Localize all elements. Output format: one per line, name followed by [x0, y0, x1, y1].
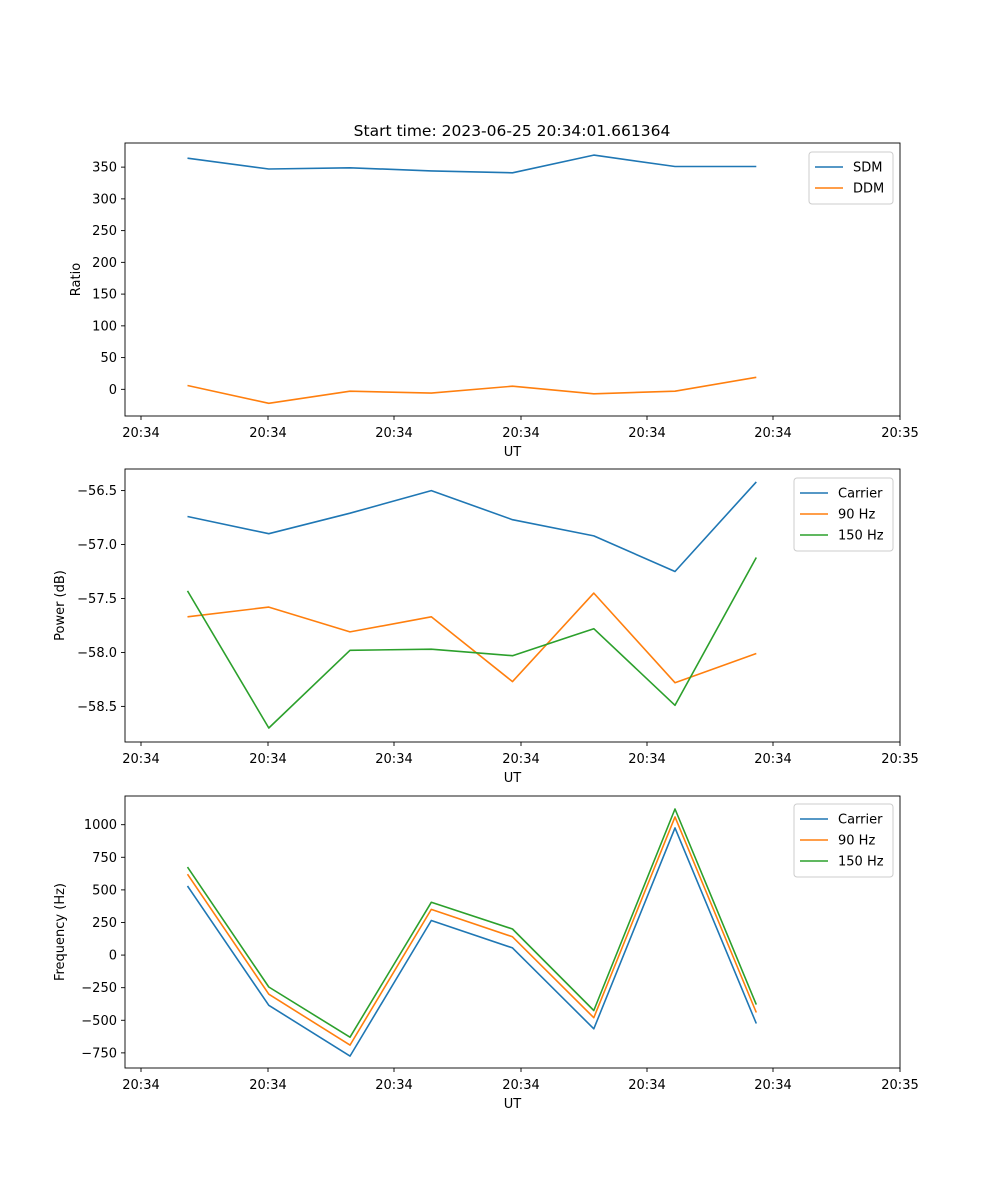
y-tick-label: 250 — [92, 916, 117, 931]
axes-frame — [124, 142, 901, 417]
x-tick-label: 20:34 — [628, 752, 665, 767]
series-line-ddm — [187, 376, 757, 405]
x-axis-label: UT — [504, 445, 522, 460]
y-tick-label: 100 — [92, 319, 117, 334]
x-tick-label: 20:34 — [122, 752, 159, 767]
series-line-carrier — [187, 481, 757, 573]
x-tick-label: 20:34 — [754, 752, 791, 767]
legend-label: 90 Hz — [838, 834, 875, 849]
x-tick-label: 20:34 — [628, 426, 665, 441]
y-tick-label: −500 — [81, 1014, 117, 1029]
x-tick-label: 20:34 — [122, 1078, 159, 1093]
x-axis-label: UT — [504, 1097, 522, 1112]
y-tick-label: −56.5 — [77, 484, 117, 499]
x-tick-label: 20:34 — [375, 426, 412, 441]
legend: Carrier 90 Hz 150 Hz — [793, 477, 894, 552]
legend: SDM DDM — [808, 151, 894, 205]
y-tick-label: 0 — [109, 949, 117, 964]
y-tick-label: 1000 — [84, 818, 117, 833]
y-tick-label: −58.0 — [77, 646, 117, 661]
y-axis-label: Power (dB) — [53, 570, 68, 641]
x-tick-label: 20:34 — [249, 1078, 286, 1093]
x-tick-label: 20:34 — [754, 1078, 791, 1093]
x-tick-label: 20:35 — [881, 1078, 918, 1093]
legend-box — [793, 477, 894, 552]
y-tick-label: −58.5 — [77, 700, 117, 715]
y-tick-label: 750 — [92, 851, 117, 866]
x-tick-label: 20:34 — [249, 752, 286, 767]
x-tick-label: 20:34 — [122, 426, 159, 441]
subplot-1: 20:34 20:34 20:34 20:34 20:34 20:34 20:35 0 50 10… — [69, 142, 919, 460]
x-tick-label: 20:34 — [754, 426, 791, 441]
series-line-150-hz — [186, 557, 758, 729]
legend-label: 150 Hz — [838, 855, 884, 870]
x-tick-label: 20:34 — [375, 752, 412, 767]
axes-frame — [124, 468, 901, 743]
y-tick-label: 0 — [109, 383, 117, 398]
x-tick-label: 20:34 — [628, 1078, 665, 1093]
x-tick-label: 20:34 — [375, 1078, 412, 1093]
x-tick-label: 20:34 — [502, 426, 539, 441]
y-tick-label: −750 — [81, 1046, 117, 1061]
y-tick-label: −250 — [81, 981, 117, 996]
y-tick-label: 300 — [92, 192, 117, 207]
x-tick-label: 20:34 — [502, 1078, 539, 1093]
series-line-90-hz — [187, 592, 757, 684]
figure-title: Start time: 2023-06-25 20:34:01.661364 — [354, 122, 671, 140]
legend: Carrier 90 Hz 150 Hz — [793, 803, 894, 878]
x-tick-label: 20:34 — [502, 752, 539, 767]
y-axis-label: Frequency (Hz) — [53, 883, 68, 981]
y-tick-label: 250 — [92, 224, 117, 239]
series-line-carrier — [186, 827, 758, 1057]
series-line-sdm — [187, 154, 757, 174]
legend-label: SDM — [853, 161, 882, 176]
legend-label: Carrier — [838, 487, 883, 502]
subplot-3: 20:34 20:34 20:34 20:34 20:34 20:34 20:35 −750 −… — [53, 795, 919, 1112]
axes-frame — [124, 795, 901, 1069]
legend-label: 150 Hz — [838, 529, 884, 544]
legend-label: 90 Hz — [838, 508, 875, 523]
y-tick-label: 150 — [92, 288, 117, 303]
legend-box — [793, 803, 894, 878]
x-tick-label: 20:35 — [881, 426, 918, 441]
x-tick-label: 20:34 — [249, 426, 286, 441]
plots-container: 20:34 20:34 20:34 20:34 20:34 20:34 20:35 0 50 10… — [53, 142, 919, 1112]
y-tick-label: 500 — [92, 883, 117, 898]
x-axis-label: UT — [504, 771, 522, 786]
y-tick-label: 350 — [92, 161, 117, 176]
y-axis-label: Ratio — [69, 263, 84, 296]
y-tick-label: 200 — [92, 256, 117, 271]
series-line-150-hz — [186, 808, 758, 1038]
y-tick-label: −57.0 — [77, 538, 117, 553]
legend-box — [808, 151, 894, 205]
subplot-2: 20:34 20:34 20:34 20:34 20:34 20:34 20:35 −58.5… — [53, 468, 919, 786]
y-tick-label: −57.5 — [77, 592, 117, 607]
x-tick-label: 20:35 — [881, 752, 918, 767]
legend-label: Carrier — [838, 813, 883, 828]
series-line-90-hz — [186, 816, 758, 1046]
y-tick-label: 50 — [100, 351, 117, 366]
legend-label: DDM — [853, 182, 884, 197]
